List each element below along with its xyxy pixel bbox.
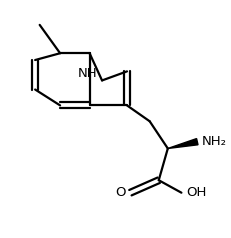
- Text: O: O: [115, 186, 125, 199]
- Polygon shape: [167, 139, 197, 149]
- Text: OH: OH: [185, 186, 205, 199]
- Text: NH₂: NH₂: [201, 135, 226, 148]
- Text: NH: NH: [78, 67, 97, 80]
